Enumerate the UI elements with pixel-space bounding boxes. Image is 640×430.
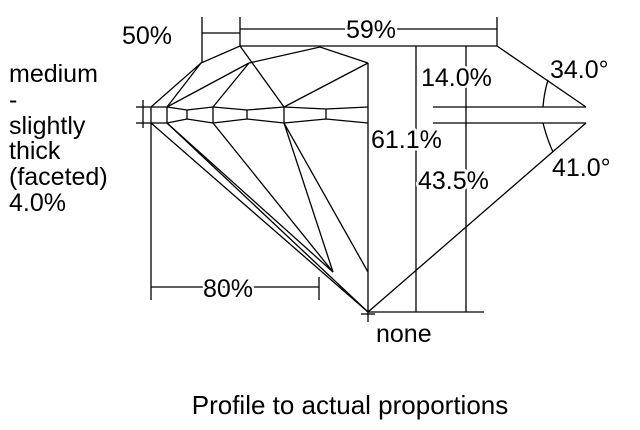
total-depth-label: 61.1% — [371, 126, 442, 154]
lower-half-label: 80% — [203, 275, 253, 303]
culet-label: none — [376, 320, 432, 348]
diagram-caption: Profile to actual proportions — [192, 390, 509, 420]
crown-ratio-label: 50% — [122, 22, 172, 50]
table-label: 59% — [346, 16, 396, 44]
dimension-lines — [136, 17, 554, 322]
girdle-label-line: - — [9, 86, 17, 114]
pavilion-angle-label: 41.0° — [552, 154, 611, 182]
girdle-facets — [151, 106, 369, 124]
labels: 50% 59% medium - slightly thick (faceted… — [7, 14, 614, 421]
pavilion-angle-arc — [542, 122, 554, 153]
girdle-label-line: 4.0% — [9, 189, 66, 217]
girdle-label-line: (faceted) — [9, 163, 108, 191]
girdle-label-line: thick — [9, 137, 61, 165]
crown-angle-label: 34.0° — [550, 56, 609, 84]
girdle-label-line: slightly — [9, 112, 86, 140]
crown-height-label: 14.0% — [421, 64, 492, 92]
girdle-label-line: medium — [9, 60, 98, 88]
pavilion-depth-label: 43.5% — [418, 167, 489, 195]
crown-facets — [166, 45, 369, 312]
crown-angle-arc — [542, 79, 549, 108]
pavilion-facets — [166, 122, 369, 313]
